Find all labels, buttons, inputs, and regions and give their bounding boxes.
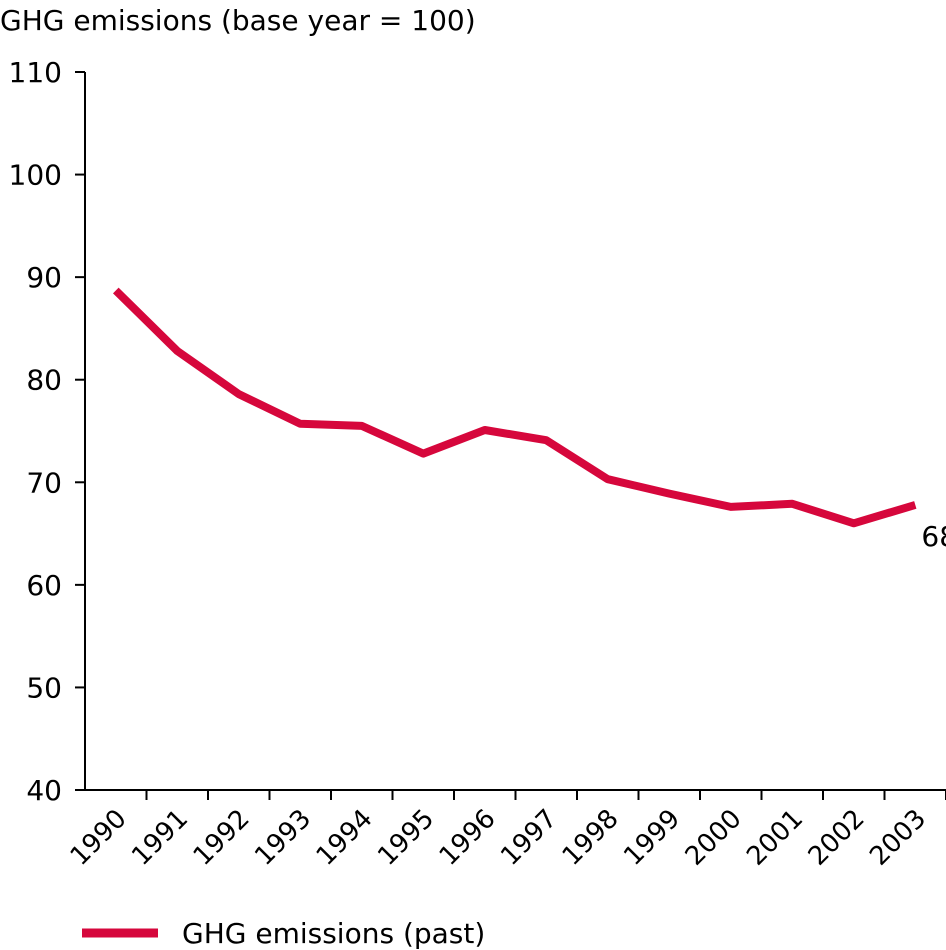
- series-layer: [112, 287, 917, 528]
- x-tick-label: 1994: [311, 804, 379, 872]
- x-tick-label: 1996: [434, 804, 502, 872]
- x-tick-label: 1992: [188, 804, 256, 872]
- x-tick-label: 1997: [495, 804, 563, 872]
- y-axis-ticks: 40 50 60 70 80 90 100 110: [9, 56, 85, 807]
- x-tick-label: 1998: [557, 804, 625, 872]
- y-tick-label: 80: [26, 364, 62, 397]
- x-tick-label: 1993: [249, 804, 317, 872]
- y-tick-label: 50: [26, 671, 62, 704]
- y-tick-label: 70: [26, 466, 62, 499]
- x-tick-label: 1991: [126, 804, 194, 872]
- x-tick-label: 2000: [680, 804, 748, 872]
- y-tick-label: 90: [26, 261, 62, 294]
- data-label: 68: [921, 520, 946, 553]
- axes: [84, 72, 946, 791]
- legend: GHG emissions (past): [82, 917, 485, 950]
- x-tick-label: 1995: [372, 804, 440, 872]
- annotations: 68: [921, 520, 946, 553]
- x-tick-label: 1990: [65, 804, 133, 872]
- chart-title: GHG emissions (base year = 100): [0, 4, 476, 37]
- y-tick-label: 100: [9, 159, 62, 192]
- x-tick-label: 2001: [741, 804, 809, 872]
- x-tick-label: 1999: [618, 804, 686, 872]
- x-tick-label: 2002: [803, 804, 871, 872]
- y-tick-label: 110: [9, 56, 62, 89]
- x-tick-label: 2003: [864, 804, 932, 872]
- x-axis-ticks: 1990199119921993199419951996199719981999…: [65, 790, 946, 872]
- legend-label: GHG emissions (past): [182, 917, 485, 950]
- y-tick-label: 40: [26, 774, 62, 807]
- series-line-0: [112, 287, 917, 528]
- y-tick-label: 60: [26, 569, 62, 602]
